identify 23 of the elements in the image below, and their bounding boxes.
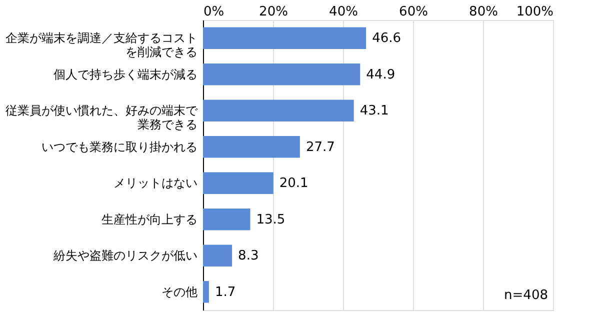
x-tick-label: 0% [204, 4, 224, 20]
y-tick-label: 紛失や盗難のリスクが低い [52, 248, 198, 263]
data-label: 20.1 [279, 176, 308, 192]
y-tick-label: 個人で持ち歩く端末が減る [54, 67, 198, 82]
y-tick-label: 生産性が向上する [102, 212, 198, 226]
data-label: 43.1 [360, 104, 389, 119]
y-tick-label: その他 [162, 284, 198, 299]
x-tick-label: 60% [399, 4, 428, 20]
y-tick-label: いつでも業務に取り掛かれる [42, 140, 198, 154]
x-tick-label: 20% [259, 4, 288, 20]
data-label: 44.9 [366, 67, 396, 82]
data-label: 46.6 [372, 31, 402, 46]
data-label: 1.7 [214, 284, 236, 300]
data-label: 13.5 [256, 212, 286, 228]
data-label: 27.7 [306, 140, 335, 155]
data-label: 8.3 [238, 248, 259, 264]
x-tick-label: 100% [516, 4, 554, 20]
x-tick-label: 40% [329, 4, 358, 20]
y-tick-label: 企業が端末を調達／支給するコストを削減できる [6, 31, 198, 60]
y-tick-label: 従業員が使い慣れた、好みの端末で業務できる [6, 104, 198, 132]
y-tick-label: メリットはない [114, 176, 198, 190]
x-tick-label: 80% [469, 4, 498, 20]
annotation: n=408 [504, 288, 548, 303]
